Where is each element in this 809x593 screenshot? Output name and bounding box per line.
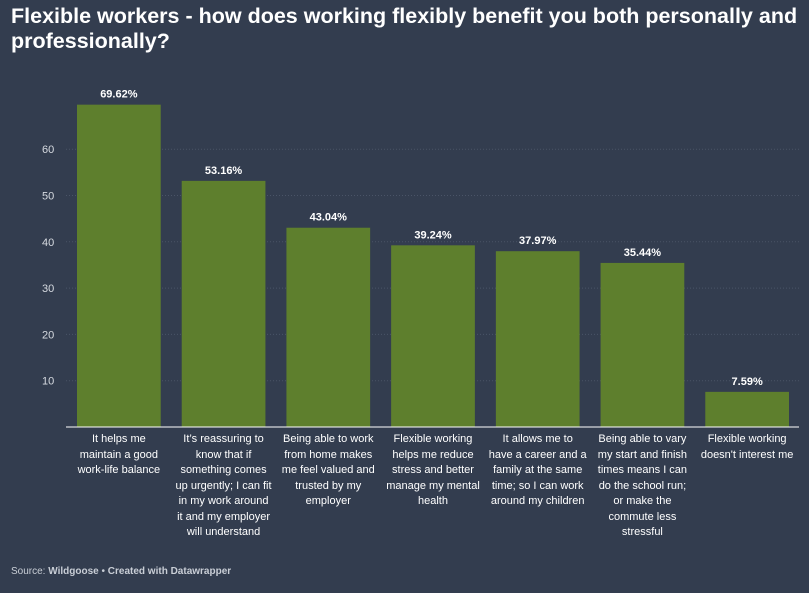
bar [495,251,580,427]
x-tick-label: It helps me maintain a good work-life bala… [69,432,169,479]
x-tick-label-line: something comes [180,464,267,476]
x-tick-label-line: Flexible working [707,433,787,445]
x-tick-label-line: helps me reduce [392,448,474,461]
x-tick-label-line: It helps me [91,433,146,445]
y-tick-label: 20 [42,329,54,341]
x-tick-label: It allows me to have a career and a family… [488,432,588,510]
x-tick-label-line: from home makes [284,448,373,461]
bar [600,262,685,427]
x-tick-label-line: employer [305,495,351,507]
footer-separator: • [101,566,106,577]
x-tick-label-line: times means I can [597,464,688,476]
x-tick-label-line: trusted by my [295,479,362,492]
x-tick-label-line: have a career and a [488,448,587,461]
bar-value-label: 53.16% [205,165,243,177]
x-tick-label-line: do the school run; [598,479,687,492]
bar-value-label: 35.44% [624,247,662,259]
x-tick-label-line: it and my employer [177,510,271,523]
bar-value-label: 43.04% [310,212,348,224]
x-tick-label-line: Flexible working [393,433,473,445]
x-tick-label-line: health [418,495,448,507]
x-tick-label-line: around my children [490,495,585,507]
x-tick-label-line: know that if [195,448,252,461]
x-tick-label: Flexible working doesn't interest me [697,432,797,463]
x-tick-label-line: It’s reassuring to [183,433,264,445]
bar-value-label: 39.24% [414,229,452,241]
x-tick-label-line: stressful [621,526,663,538]
y-tick-label: 40 [42,237,54,249]
x-tick-label-line: will understand [186,526,261,538]
y-tick-label: 60 [42,144,54,156]
x-tick-label-line: in my work around [178,495,269,507]
x-tick-label-line: my start and finish [597,448,688,461]
y-tick-label: 30 [42,283,54,295]
x-tick-label: It’s reassuring to know that if something … [174,432,274,541]
x-tick-label-line: me feel valued and [281,464,375,476]
x-tick-label-line: doesn't interest me [700,448,794,461]
x-tick-label-line: stress and better [392,464,474,476]
y-tick-label: 10 [42,376,54,388]
x-tick-label-line: Being able to vary [598,433,687,445]
bar-value-label: 69.62% [100,89,138,101]
x-tick-label: Being able to work from home makes me feel… [278,432,378,510]
x-tick-label-line: Being able to work [283,433,374,445]
x-tick-label-line: manage my mental [386,479,480,492]
source-prefix: Source: [11,566,46,577]
bar [77,104,161,428]
x-tick-label-line: commute less [608,510,677,523]
bar [181,180,266,427]
x-tick-label-line: family at the same [493,464,583,476]
y-tick-label: 50 [42,191,54,203]
footer: Source: Wildgoose • Created with Datawra… [11,566,231,577]
x-tick-label-line: It allows me to [502,433,573,445]
created-with: Created with Datawrapper [107,566,232,577]
x-tick-label-line: up urgently; I can fit [175,479,272,492]
bar [705,391,789,427]
source-name: Wildgoose [48,566,99,577]
x-tick-label-line: or make the [613,495,672,507]
x-tick-label-line: time; so I can work [491,479,584,492]
chart-title: Flexible workers - how does working flex… [11,4,798,53]
x-tick-label: Flexible working helps me reduce stress an… [383,432,483,510]
x-tick-label: Being able to vary my start and finish tim… [593,432,693,541]
x-tick-label-line: work-life balance [77,464,161,476]
bar-value-label: 37.97% [519,235,557,247]
bar-value-label: 7.59% [732,376,763,388]
bar [391,245,475,427]
x-tick-label-line: maintain a good [79,448,158,461]
bar [286,227,371,427]
